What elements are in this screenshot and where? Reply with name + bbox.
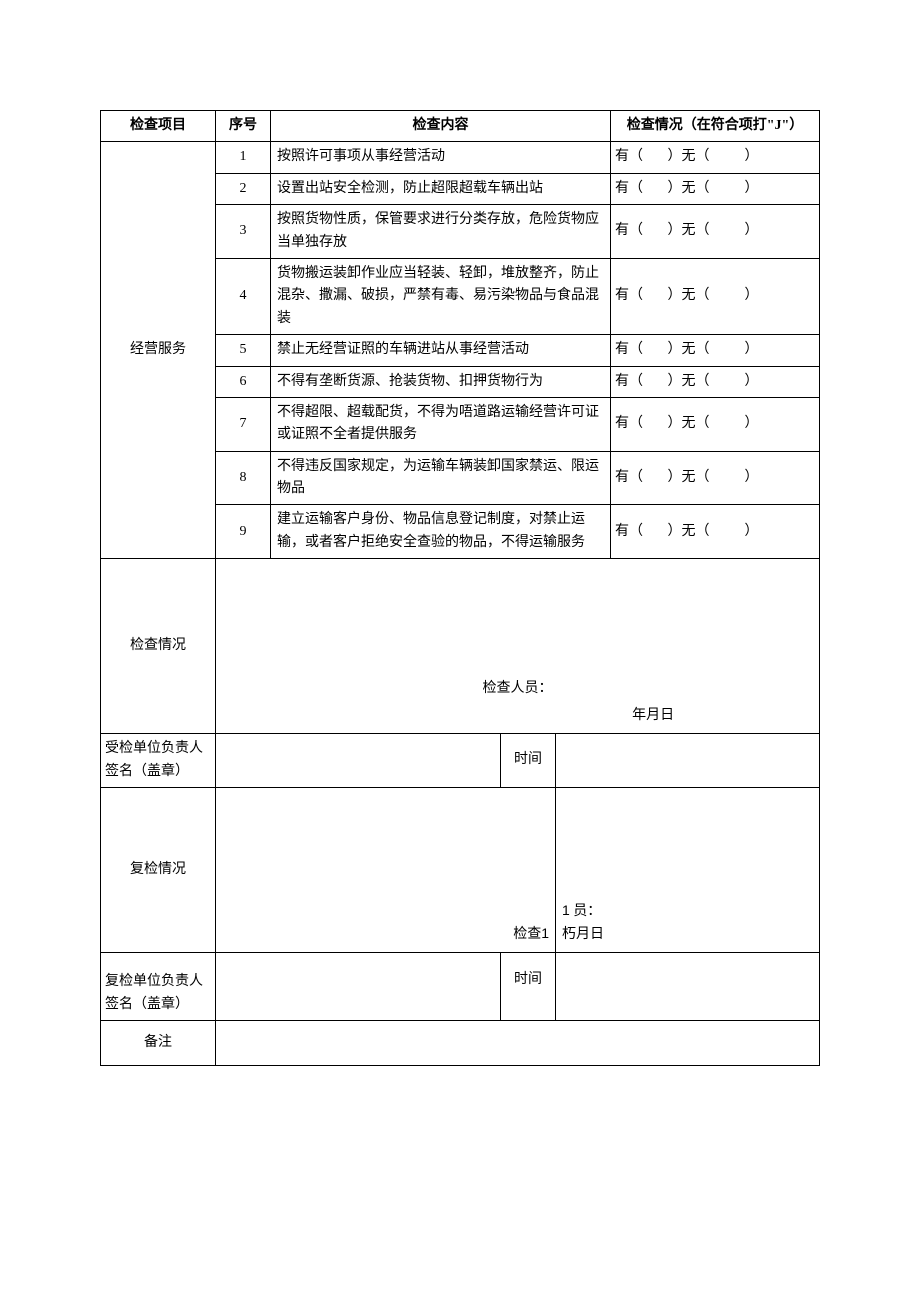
recheck-time-value-cell	[556, 953, 820, 1021]
row-content: 不得有垄断货源、抢装货物、扣押货物行为	[271, 366, 611, 397]
time-value-cell	[556, 734, 820, 788]
row-result: 有（ ）无（ ）	[611, 505, 820, 559]
row-num: 2	[216, 173, 271, 204]
recheck-inspector-prefix: 检查	[513, 927, 541, 942]
remark-label: 备注	[101, 1021, 216, 1066]
recheck-sig-label: 复检单位负责人签名（盖章）	[101, 953, 216, 1021]
row-content: 禁止无经营证照的车辆进站从事经营活动	[271, 335, 611, 366]
row-result: 有（ ）无（ ）	[611, 205, 820, 259]
row-content: 不得超限、超载配货，不得为唔道路运输经营许可证或证照不全者提供服务	[271, 397, 611, 451]
row-result: 有（ ）无（ ）	[611, 173, 820, 204]
row-content: 按照货物性质，保管要求进行分类存放，危险货物应当单独存放	[271, 205, 611, 259]
remark-row: 备注	[101, 1021, 820, 1066]
row-content: 不得违反国家规定，为运输车辆装卸国家禁运、限运物品	[271, 451, 611, 505]
remark-cell	[216, 1021, 820, 1066]
date-label: 年月日	[216, 705, 819, 727]
recheck-suffix1: 员：	[570, 904, 602, 919]
recheck-time-label: 时间	[501, 953, 556, 1021]
row-num: 1	[216, 142, 271, 173]
row-result: 有（ ）无（ ）	[611, 142, 820, 173]
recheck-situation-label: 复检情况	[101, 788, 216, 953]
row-result: 有（ ）无（ ）	[611, 397, 820, 451]
inspected-signature-row: 受检单位负责人签名（盖章） 时间	[101, 734, 820, 788]
recheck-suffix2: 朽月日	[562, 924, 604, 946]
recheck-right-cell: 1 员： 朽月日	[556, 788, 820, 953]
time-label: 时间	[501, 734, 556, 788]
row-result: 有（ ）无（ ）	[611, 366, 820, 397]
row-content: 按照许可事项从事经营活动	[271, 142, 611, 173]
inspected-sig-label: 受检单位负责人签名（盖章）	[101, 734, 216, 788]
row-num: 9	[216, 505, 271, 559]
table-row: 经营服务 1 按照许可事项从事经营活动 有（ ）无（ ）	[101, 142, 820, 173]
inspector-label: 检查人员：	[216, 678, 819, 700]
recheck-left-cell: 检查1	[216, 788, 556, 953]
header-result: 检查情况（在符合项打"J"）	[611, 111, 820, 142]
row-content: 设置出站安全检测，防止超限超载车辆出站	[271, 173, 611, 204]
row-content: 货物搬运装卸作业应当轻装、轻卸，堆放整齐，防止混杂、撒漏、破损，严禁有毒、易污染…	[271, 258, 611, 334]
row-result: 有（ ）无（ ）	[611, 335, 820, 366]
row-num: 8	[216, 451, 271, 505]
row-num: 5	[216, 335, 271, 366]
recheck-num: 1	[541, 925, 549, 941]
recheck-signature-row: 复检单位负责人签名（盖章） 时间	[101, 953, 820, 1021]
inspected-sig-cell	[216, 734, 501, 788]
row-num: 3	[216, 205, 271, 259]
inspection-table: 检查项目 序号 检查内容 检查情况（在符合项打"J"） 经营服务 1 按照许可事…	[100, 110, 820, 1066]
header-num: 序号	[216, 111, 271, 142]
row-num: 7	[216, 397, 271, 451]
row-content: 建立运输客户身份、物品信息登记制度，对禁止运输，或者客户拒绝安全查验的物品，不得…	[271, 505, 611, 559]
row-result: 有（ ）无（ ）	[611, 451, 820, 505]
check-situation-row: 检查情况 检查人员： 年月日	[101, 559, 820, 734]
recheck-situation-row: 复检情况 检查1 1 员： 朽月日	[101, 788, 820, 953]
header-content: 检查内容	[271, 111, 611, 142]
header-row: 检查项目 序号 检查内容 检查情况（在符合项打"J"）	[101, 111, 820, 142]
row-result: 有（ ）无（ ）	[611, 258, 820, 334]
header-item: 检查项目	[101, 111, 216, 142]
check-situation-cell: 检查人员： 年月日	[216, 559, 820, 734]
row-num: 4	[216, 258, 271, 334]
recheck-num2: 1	[562, 902, 570, 918]
category-label: 经营服务	[101, 142, 216, 559]
recheck-sig-cell	[216, 953, 501, 1021]
row-num: 6	[216, 366, 271, 397]
check-situation-label: 检查情况	[101, 559, 216, 734]
